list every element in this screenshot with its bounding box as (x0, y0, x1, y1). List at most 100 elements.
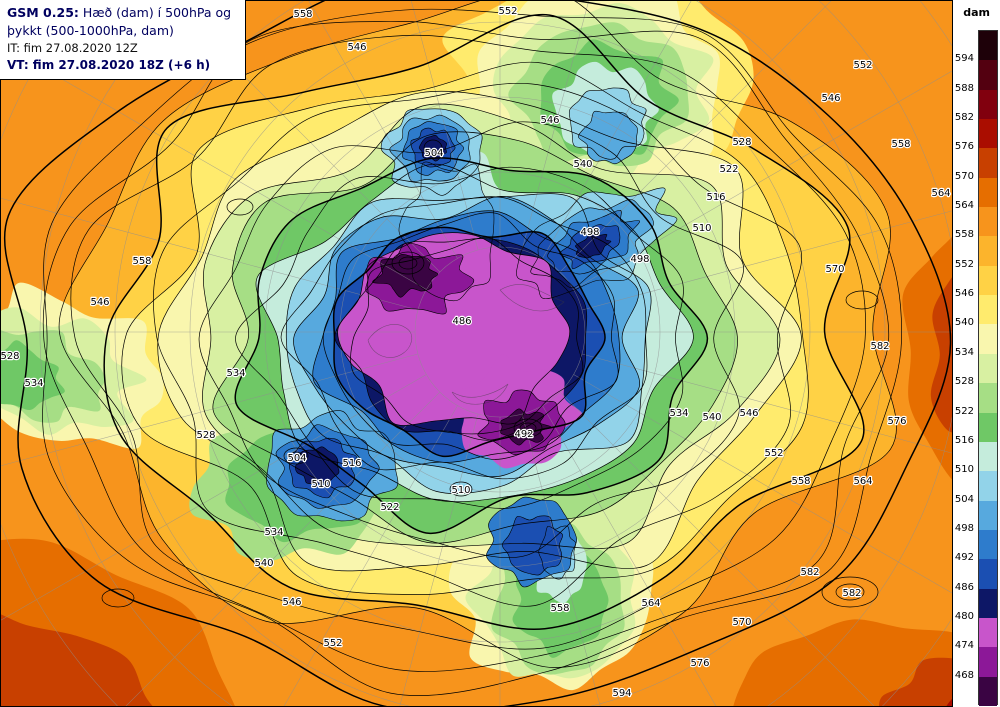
contour-label: 558 (132, 256, 151, 267)
colorbar-band (979, 412, 997, 443)
contour-label: 534 (264, 527, 283, 538)
colorbar-tick-label: 564 (954, 200, 974, 212)
contour-label: 498 (580, 227, 599, 238)
colorbar-tick-label: 474 (954, 640, 974, 652)
contour-label: 522 (380, 502, 399, 513)
contour-label: 540 (573, 159, 592, 170)
title-line-2: þykkt (500-1000hPa, dam) (7, 23, 174, 39)
map-canvas: 558 546 552 546 540 498 498 510 516 522 528 546 552 5… (0, 0, 953, 707)
thickness-fills (0, 0, 953, 707)
colorbar-band (979, 500, 997, 531)
contour-label: 534 (24, 378, 43, 389)
colorbar-band (979, 471, 997, 502)
contour-label: 546 (739, 408, 758, 419)
colorbar-band (979, 89, 997, 120)
colorbar-strip (978, 30, 998, 707)
colorbar-tick-label: 528 (954, 376, 974, 388)
contour-label: 534 (226, 368, 245, 379)
contour-label: 540 (254, 558, 273, 569)
colorbar-band (979, 295, 997, 325)
contour-label: 546 (821, 93, 840, 104)
colorbar-band (979, 31, 997, 61)
colorbar: dam 594 588 582 576 570 564 558 552 546 540 534 528… (953, 0, 1000, 707)
title-line-1: GSM 0.25: Hæð (dam) í 500hPa og (7, 4, 233, 22)
colorbar-unit-label: dam (963, 6, 990, 19)
contour-label: 552 (323, 638, 342, 649)
contour-label: 576 (887, 416, 906, 427)
colorbar-band (979, 383, 997, 414)
colorbar-tick-label: 486 (954, 581, 974, 593)
colorbar-tick-label: 498 (954, 522, 974, 534)
colorbar-tick-label: 540 (954, 317, 974, 329)
contour-label: 546 (347, 42, 366, 53)
colorbar-tick-label: 468 (954, 669, 974, 681)
contour-label: 558 (891, 139, 910, 150)
contour-label: 558 (550, 603, 569, 614)
colorbar-tick-label: 552 (954, 258, 974, 270)
colorbar-band (979, 529, 997, 560)
colorbar-band (979, 647, 997, 678)
contour-label: 558 (293, 9, 312, 20)
graticule (0, 0, 953, 707)
colorbar-band (979, 676, 997, 707)
colorbar-band (979, 353, 997, 384)
colorbar-tick-label: 492 (954, 552, 974, 564)
model-label: GSM 0.25: (7, 5, 79, 20)
contour-label: 510 (692, 223, 711, 234)
contour-label: 510 (311, 479, 330, 490)
colorbar-band (979, 324, 997, 355)
height-contours (3, 0, 952, 707)
contour-label: 552 (853, 60, 872, 71)
contour-label: 528 (0, 351, 19, 362)
contour-label: 564 (641, 598, 660, 609)
title-text: Hæð (dam) í 500hPa og (78, 5, 232, 20)
contour-label: 540 (702, 412, 721, 423)
contour-label: 510 (451, 485, 470, 496)
contour-label: 498 (630, 254, 649, 265)
contour-label: 564 (931, 188, 950, 199)
colorbar-tick-label: 516 (954, 434, 974, 446)
contour-label: 558 (791, 476, 810, 487)
colorbar-band (979, 60, 997, 91)
contour-label: 486 (452, 316, 471, 327)
colorbar-tick-label: 510 (954, 464, 974, 476)
contour-label: 570 (825, 264, 844, 275)
contour-labels: 558 546 552 546 540 498 498 510 516 522 528 546 552 5… (0, 5, 952, 700)
colorbar-tick-label: 534 (954, 346, 974, 358)
contour-label: 534 (669, 408, 688, 419)
contour-label: 582 (870, 341, 889, 352)
contour-label: 504 (287, 453, 306, 464)
contour-label: 492 (514, 429, 533, 440)
colorbar-band (979, 236, 997, 267)
colorbar-tick-label: 558 (954, 229, 974, 241)
contour-label: 504 (424, 148, 443, 159)
contour-label: 528 (196, 430, 215, 441)
contour-label: 546 (282, 597, 301, 608)
colorbar-tick-label: 582 (954, 112, 974, 124)
contour-label: 552 (498, 6, 517, 17)
colorbar-tick-label: 480 (954, 610, 974, 622)
colorbar-band (979, 148, 997, 179)
contour-label: 546 (540, 115, 559, 126)
colorbar-band (979, 207, 997, 237)
colorbar-tick-label: 546 (954, 288, 974, 300)
title-box: GSM 0.25: Hæð (dam) í 500hPa og þykkt (5… (0, 0, 246, 81)
colorbar-band (979, 559, 997, 590)
colorbar-band (979, 265, 997, 296)
colorbar-band (979, 617, 997, 648)
contour-label: 522 (719, 164, 738, 175)
contour-label: 570 (732, 617, 751, 628)
contour-label: 516 (342, 458, 361, 469)
colorbar-tick-label: 576 (954, 141, 974, 153)
contour-label: 582 (800, 567, 819, 578)
contour-label: 516 (706, 192, 725, 203)
init-time-label: IT: fim 27.08.2020 12Z (7, 41, 138, 56)
colorbar-band (979, 177, 997, 208)
colorbar-tick-label: 570 (954, 170, 974, 182)
colorbar-tick-label: 594 (954, 53, 974, 65)
contour-label: 552 (764, 448, 783, 459)
contour-label: 576 (690, 658, 709, 669)
contour-label: 582 (842, 588, 861, 599)
contour-label: 528 (732, 137, 751, 148)
